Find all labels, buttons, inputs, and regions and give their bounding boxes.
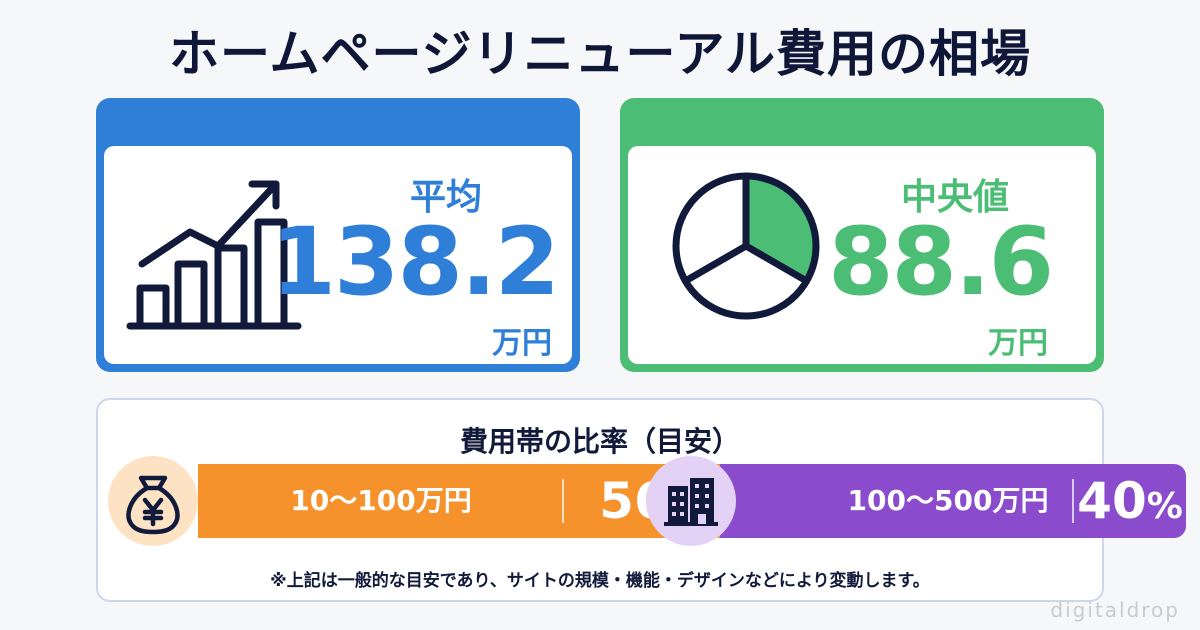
ratio-title: 費用帯の比率（目安） bbox=[459, 425, 740, 458]
average-unit: 万円 bbox=[492, 326, 552, 361]
pie-chart-icon bbox=[672, 172, 820, 320]
money-bag-yen-icon bbox=[108, 456, 198, 546]
median-card: 中央値 88.6 万円 bbox=[620, 98, 1104, 372]
ratio-percent: 40% bbox=[1076, 464, 1184, 538]
building-icon bbox=[646, 456, 736, 546]
watermark: digitaldrop bbox=[1050, 598, 1180, 622]
average-card-body: 平均 138.2 万円 bbox=[104, 146, 572, 364]
median-unit: 万円 bbox=[988, 326, 1048, 361]
ratio-percent-number: 40 bbox=[1077, 472, 1147, 530]
median-label: 中央値 bbox=[900, 177, 1009, 218]
ratio-percent-sign: % bbox=[1146, 486, 1183, 527]
ratio-item-mid: 100〜500万円 40% bbox=[720, 464, 1186, 538]
page-title: ホームページリニューアル費用の相場 bbox=[169, 25, 1031, 83]
median-card-body: 中央値 88.6 万円 bbox=[628, 146, 1096, 364]
ratio-panel: 費用帯の比率（目安） 10〜100万円 56% 100〜500万円 40% bbox=[96, 398, 1186, 602]
growth-bar-chart-icon bbox=[126, 180, 302, 330]
ratio-range-label: 100〜500万円 bbox=[847, 484, 1049, 517]
disclaimer-note: ※上記は一般的な目安であり、サイトの規模・機能・デザインなどにより変動します。 bbox=[270, 571, 930, 591]
median-value: 88.6 bbox=[828, 208, 1054, 317]
divider bbox=[1072, 479, 1074, 523]
average-label: 平均 bbox=[409, 177, 482, 218]
average-value: 138.2 bbox=[270, 208, 560, 317]
divider bbox=[562, 479, 564, 523]
ratio-range-label: 10〜100万円 bbox=[290, 484, 472, 517]
average-card: 平均 138.2 万円 bbox=[96, 98, 580, 372]
